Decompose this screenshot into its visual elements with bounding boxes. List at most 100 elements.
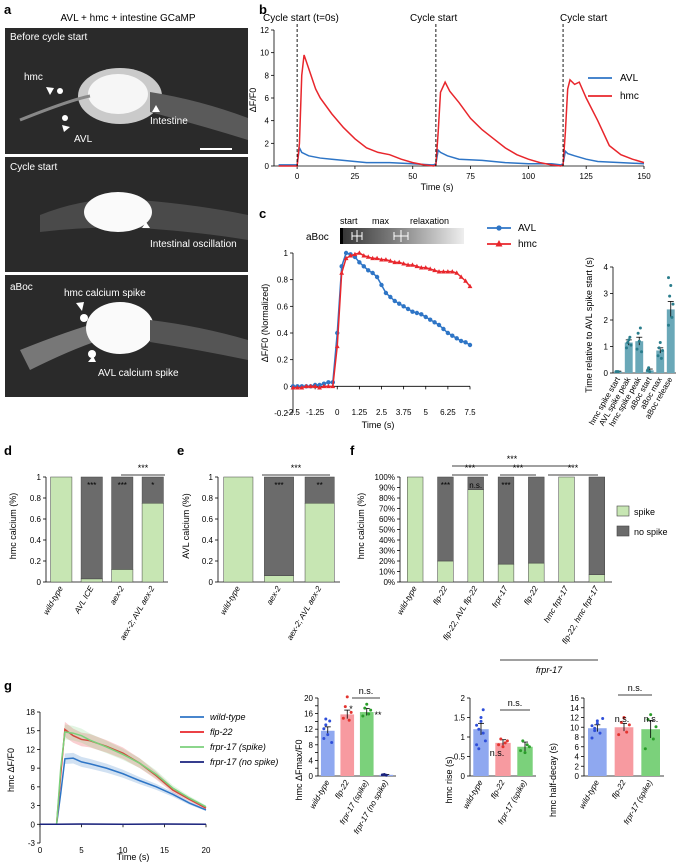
x-tick-label: 25 [350,172,359,181]
data-point-hmc [432,267,437,273]
data-point [384,773,388,777]
data-point-hmc [396,259,402,265]
c-xlabel: Time (s) [362,420,395,430]
x-category-label: wild-type [461,778,485,810]
bar-spike [111,569,134,583]
data-point [646,368,649,372]
y-tick-label: 10% [379,568,395,577]
data-point-hmc [383,257,389,262]
data-point [347,718,351,722]
y-tick-label: 8 [309,741,314,750]
data-point-hmc [436,269,442,274]
bar-spike [558,476,575,583]
data-point [661,348,664,352]
data-point-hmc [356,250,362,255]
data-point-AVL [361,264,366,269]
y-tick-label: 6 [31,783,36,792]
bar-spike [223,476,254,583]
f-legend-spike-swatch [616,505,630,517]
sig-label: *** [274,481,283,490]
g-xlabel: Time (s) [117,852,150,862]
arrow-oscillation-icon [142,222,150,228]
data-point-AVL [321,381,327,386]
x-tick-label: 5 [79,846,84,855]
y-tick-label: 0 [575,772,580,781]
bar [495,742,511,776]
b-legend-hmc: hmc [620,91,639,102]
y-tick-label: 0 [31,820,36,829]
data-point [361,714,365,718]
x-category-label: aex-2 [108,584,126,606]
bar-spike [528,562,545,583]
data-point-AVL [450,333,455,338]
c-bar-ylabel: Time relative to AVL spike start (s) [584,257,594,393]
panel-a-letter: a [4,2,12,17]
data-point [659,356,663,360]
y-tick-label: 0.6 [277,302,289,311]
data-point-hmc [334,343,340,349]
micrograph-3 [5,275,248,397]
y-tick-label: 0.2 [202,557,214,566]
y-tick-label: 90% [379,484,395,493]
y-tick-label: 0.8 [277,276,289,285]
y-tick-label: 8 [575,733,580,742]
data-point-hmc [374,255,380,261]
y-tick-label: 0 [461,772,466,781]
data-point [324,717,328,721]
data-point-AVL [419,312,424,317]
data-point [501,745,505,749]
b-legend-avl: AVL [620,73,639,84]
g-bar3-sig-bracket: n.s. [628,683,643,693]
bar-spike [467,489,484,583]
y-tick-label: 6 [265,94,270,103]
f-legend-spike: spike [634,507,655,517]
bar [473,729,489,776]
data-point [481,731,485,735]
x-category-label: AVL ICE [72,584,96,616]
data-point-hmc [427,266,433,271]
data-point [667,323,670,327]
data-point-AVL [326,380,331,385]
data-point [654,725,658,729]
bar [517,746,533,776]
f-plot: 0%10% 20%30% 40%50% 60%70% 80%90% 100% wild-ty… [375,473,612,645]
data-point [657,346,661,350]
data-point-AVL [392,298,397,304]
b-plot: 0 2 4 6 8 10 12 0 25 50 75 100 125 150 [260,24,651,181]
c-legend-avl: AVL [518,223,537,234]
scale-bar [200,148,232,150]
sig-label: *** [118,481,127,490]
label-intestine: Intestine [150,116,188,127]
data-point [638,326,642,330]
x-tick-label: 15 [160,846,169,855]
y-tick-label: 0.5 [454,753,466,762]
y-tick-label: 0.6 [30,515,42,524]
data-point-hmc [467,283,473,289]
panel-d-letter: d [4,443,12,458]
x-tick-label: -1.25 [306,408,325,417]
data-point-hmc [290,385,296,390]
bar-no spike [497,476,515,565]
bar [635,341,644,373]
y-tick-label: 70% [379,505,395,514]
x-tick-label: 5 [424,408,429,417]
data-point [363,706,367,710]
data-point-AVL [441,326,446,332]
data-point [475,723,479,727]
c-legend [487,225,511,247]
series-line-hmc [278,54,645,167]
x-category-label: aex-2; AVL aex-2 [285,584,324,642]
data-point-hmc [370,255,376,261]
x-tick-label: 10 [119,846,128,855]
image1-caption: Before cycle start [10,32,87,43]
label-avl-calcium-spike: AVL calcium spike [98,368,179,379]
x-category-label: wild-type [41,584,65,616]
x-tick-label: 1.25 [352,408,368,417]
x-category-label: aex-2; AVL aex-2 [118,584,157,642]
g-bar2-sig-flp22: n.s. [490,748,505,758]
g-legend-frpr-nospike: frpr-17 (no spike) [210,757,278,767]
data-point-AVL [317,382,322,388]
y-tick-label: 12 [570,714,579,723]
y-tick-label: 1 [37,473,42,482]
data-point-hmc [401,261,407,266]
